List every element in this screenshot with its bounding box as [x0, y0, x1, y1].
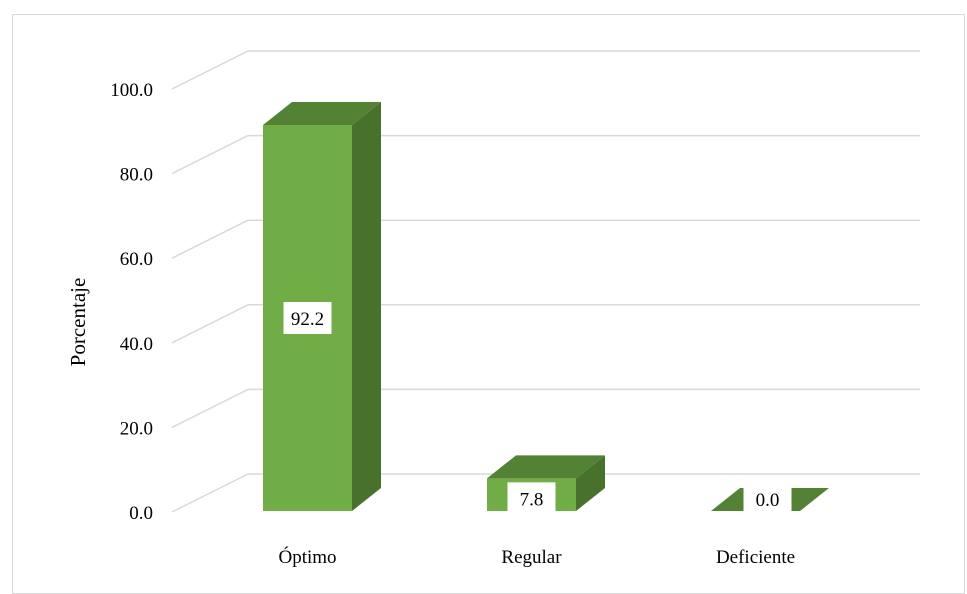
x-axis-categories: Óptimo Regular Deficiente	[278, 546, 795, 568]
bar-top	[263, 102, 381, 125]
gridline-side	[171, 50, 249, 90]
data-label-bg	[507, 482, 556, 515]
bar-side	[352, 102, 381, 511]
gridline-side	[171, 304, 249, 344]
x-category-label: Deficiente	[716, 547, 795, 568]
data-label-text: 0.0	[756, 490, 780, 511]
y-tick-label: 80.0	[120, 165, 153, 186]
y-tick-label: 0.0	[129, 503, 153, 524]
bar-side	[576, 455, 605, 511]
bars	[263, 102, 829, 511]
data-label: 92.2	[283, 302, 332, 334]
y-axis-ticks: 0.0 20.0 40.0 60.0 80.0 100.0	[110, 80, 153, 524]
data-label-bg	[283, 302, 332, 334]
data-label-text: 7.8	[520, 489, 544, 510]
y-tick-label: 60.0	[120, 249, 153, 270]
x-category-label: Óptimo	[278, 546, 336, 568]
gridline-side	[171, 134, 249, 175]
data-label: 7.8	[507, 482, 556, 515]
data-label: 0.0	[743, 483, 792, 515]
gridline-side	[171, 388, 249, 429]
bar-top	[487, 455, 605, 479]
y-tick-label: 100.0	[110, 80, 153, 101]
y-tick-label: 20.0	[120, 418, 153, 439]
x-category-label: Regular	[501, 547, 562, 568]
data-labels: 92.2 7.8 0.0	[283, 302, 792, 515]
gridline-side	[171, 473, 249, 513]
data-label-bg	[743, 483, 792, 515]
y-tick-label: 40.0	[120, 334, 153, 355]
data-label-text: 92.2	[291, 309, 324, 330]
gridline-side	[171, 219, 249, 259]
y-axis-label: Porcentaje	[66, 278, 90, 367]
